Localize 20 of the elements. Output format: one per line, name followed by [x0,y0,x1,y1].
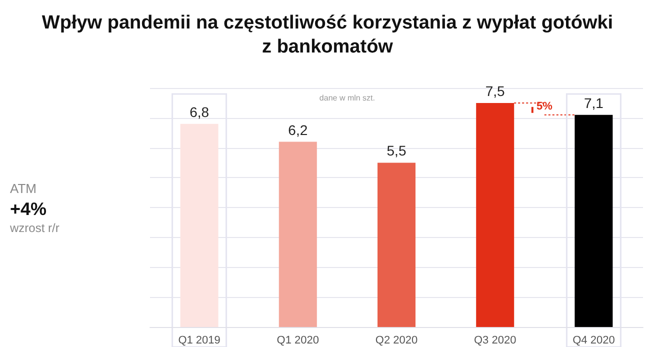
x-tick-label: Q4 2020 [572,334,615,346]
chart-title: Wpływ pandemii na częstotliwość korzystania z wypłat gotówki z bankomatów [42,12,614,58]
x-tick-label: Q1 2020 [276,334,319,346]
bar [180,124,218,327]
bar [378,162,416,327]
data-label: 6,8 [190,104,210,120]
text: +4% [10,199,47,219]
data-label: 7,5 [485,82,506,99]
x-tick-label: Q3 2020 [474,334,516,346]
bar [574,114,613,327]
text: dane w mln szt. [319,94,375,102]
x-tick-label: Q2 2020 [375,334,418,346]
data-label: 7,1 [584,94,604,111]
x-tick-label: Q1 2019 [178,334,220,346]
annotation: 5% [536,100,553,112]
text: wzrost r/r [9,221,60,235]
text: ATM [10,181,36,196]
data-label: 6,2 [288,122,308,138]
bar [278,142,317,327]
data-label: 5,5 [386,142,406,159]
